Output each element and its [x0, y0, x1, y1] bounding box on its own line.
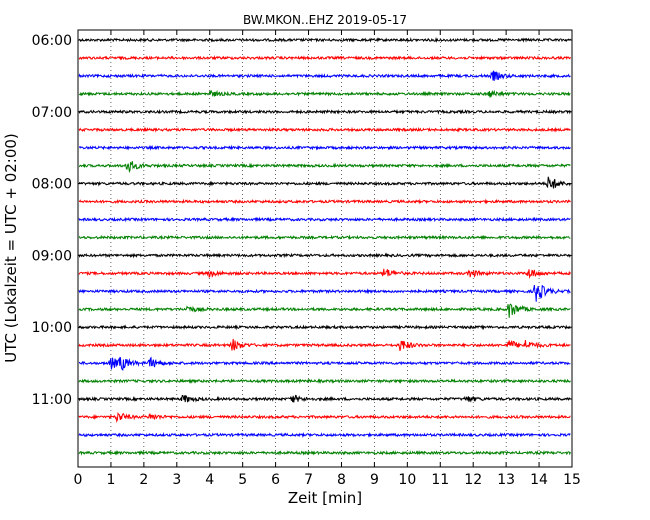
x-tick-label: 12 [464, 472, 482, 488]
x-axis-title: Zeit [min] [288, 489, 362, 507]
y-axis-ticks: 06:00 07:00 08:00 09:00 10:00 11:00 [32, 33, 572, 408]
trace-1015 [78, 338, 571, 352]
trace-1030 [78, 356, 571, 371]
trace-0800 [78, 176, 571, 189]
x-tick-label: 4 [205, 472, 214, 488]
trace-0830 [78, 216, 571, 223]
x-tick-label: 6 [271, 472, 280, 488]
x-tick-label: 5 [238, 472, 247, 488]
trace-0915 [78, 268, 571, 280]
y-tick-label: 08:00 [32, 177, 72, 193]
y-axis-title: UTC (Lokalzeit = UTC + 02:00) [2, 133, 20, 363]
x-tick-label: 10 [398, 472, 416, 488]
x-tick-label: 3 [172, 472, 181, 488]
seismogram-traces [78, 36, 571, 456]
y-tick-label: 07:00 [32, 105, 72, 121]
x-tick-label: 15 [563, 472, 581, 488]
x-tick-label: 0 [74, 472, 83, 488]
trace-0930 [78, 285, 571, 302]
trace-0615 [78, 54, 571, 61]
trace-0845 [78, 234, 571, 241]
trace-1100 [78, 394, 571, 403]
x-tick-label: 13 [497, 472, 515, 488]
x-tick-label: 9 [370, 472, 379, 488]
x-tick-label: 11 [431, 472, 449, 488]
trace-1130 [78, 431, 571, 438]
trace-0900 [78, 252, 571, 259]
trace-0945 [78, 303, 571, 318]
x-axis-ticks: 0 1 2 3 4 5 6 7 8 9 10 11 12 13 14 15 [74, 30, 581, 488]
plot-frame [77, 29, 573, 468]
trace-0745 [78, 161, 571, 174]
trace-0600 [78, 36, 571, 43]
y-tick-label: 11:00 [32, 392, 72, 408]
x-tick-label: 2 [139, 472, 148, 488]
x-tick-label: 8 [337, 472, 346, 488]
trace-1145 [78, 449, 571, 456]
trace-0645 [78, 89, 571, 98]
chart-title: BW.MKON..EHZ 2019-05-17 [243, 13, 407, 27]
y-tick-label: 10:00 [32, 320, 72, 336]
trace-0630 [78, 70, 571, 81]
trace-0700 [78, 108, 571, 115]
trace-1000 [78, 324, 571, 331]
y-tick-label: 06:00 [32, 33, 72, 49]
x-tick-label: 14 [530, 472, 548, 488]
x-tick-label: 1 [106, 472, 115, 488]
trace-0730 [78, 144, 571, 151]
trace-1115 [78, 411, 571, 423]
trace-0815 [78, 198, 571, 205]
x-tick-label: 7 [304, 472, 313, 488]
x-gridlines [110, 30, 540, 467]
y-tick-label: 09:00 [32, 248, 72, 264]
trace-0715 [78, 126, 571, 133]
trace-1045 [78, 378, 571, 385]
